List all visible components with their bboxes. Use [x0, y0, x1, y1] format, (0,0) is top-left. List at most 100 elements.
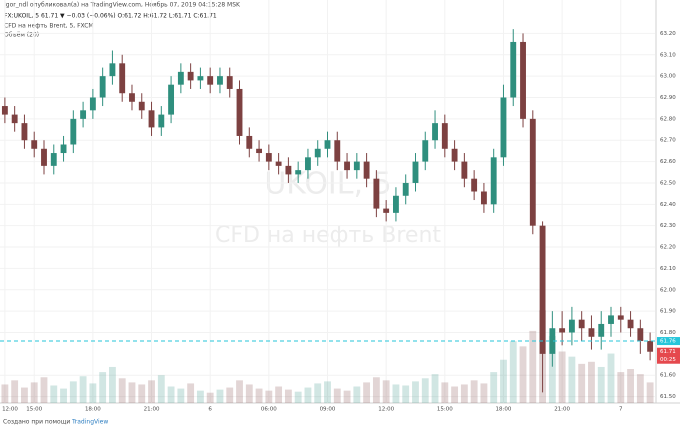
candle-body	[197, 76, 204, 81]
volume-bar	[50, 385, 58, 403]
volume-bar	[392, 384, 400, 403]
y-tick-label: 63.00	[660, 74, 676, 80]
candle-body	[598, 323, 605, 337]
candle-body	[187, 71, 194, 81]
candle-body	[529, 118, 536, 226]
candle-body	[393, 195, 399, 213]
candle-body	[119, 63, 126, 94]
last-price-label: 61.71	[660, 349, 676, 355]
volume-bar	[284, 389, 292, 403]
footer-brand[interactable]: TradingView	[71, 419, 108, 426]
volume-bar	[597, 366, 605, 403]
candle-body	[129, 93, 135, 102]
last-price-tag	[657, 347, 680, 364]
volume-bar	[353, 386, 361, 403]
candle-body	[353, 161, 360, 171]
volume-bar	[490, 372, 498, 403]
candle-body	[1, 106, 8, 115]
volume-bar	[157, 375, 165, 403]
volume-bar	[636, 374, 644, 403]
volume-bar	[402, 385, 410, 403]
candle-body	[637, 328, 644, 342]
candle-body	[148, 110, 155, 128]
price-tag	[657, 337, 680, 346]
y-tick-label: 62.70	[660, 138, 676, 144]
volume-bar	[480, 383, 488, 403]
candle-body	[539, 225, 546, 354]
volume-bar	[89, 383, 97, 403]
volume-bar	[69, 381, 77, 403]
volume-bar	[11, 380, 19, 403]
volume-bar	[128, 382, 136, 403]
volume-bar	[451, 386, 459, 403]
candle-body	[285, 165, 292, 175]
volume-bar	[265, 390, 273, 403]
x-tick-label: 6	[208, 407, 212, 413]
volume-bar	[382, 380, 390, 403]
volume-bar	[1, 384, 9, 403]
candle-body	[236, 88, 243, 136]
volume-bar	[30, 382, 38, 403]
candle-body	[226, 76, 233, 89]
volume-bar	[441, 382, 449, 403]
candle-body	[373, 178, 380, 209]
x-tick-label: 18:00	[496, 407, 512, 413]
y-tick-label: 62.00	[660, 287, 676, 293]
volume-bar	[431, 374, 439, 403]
volume-bar	[275, 386, 283, 403]
candle-body	[256, 148, 262, 154]
candle-body	[334, 140, 341, 162]
y-tick-label: 61.50	[660, 394, 676, 400]
candle-body	[217, 76, 223, 85]
volume-bar	[148, 380, 155, 403]
volume-bar	[109, 366, 116, 403]
candle-body	[99, 76, 106, 98]
candle-body	[41, 148, 47, 166]
candle-body	[549, 328, 556, 354]
watermark-subtitle: CFD на нефть Brent	[215, 223, 441, 248]
volume-bar	[245, 384, 253, 403]
volume-bar	[421, 378, 429, 403]
x-tick-label: 21:00	[144, 407, 160, 413]
y-tick-label: 63.20	[660, 31, 676, 37]
candle-body	[480, 191, 487, 205]
y-tick-label: 62.10	[660, 266, 676, 272]
candle-body	[80, 110, 87, 119]
candle-body	[207, 76, 214, 85]
candle-body	[490, 157, 497, 205]
candle-body	[559, 328, 566, 333]
volume-bar	[324, 381, 331, 403]
volume-bar	[558, 351, 566, 403]
candle-body	[138, 101, 145, 111]
volume-bar	[187, 383, 195, 403]
candle-body	[578, 319, 585, 329]
y-tick-label: 63.10	[660, 52, 676, 58]
y-tick-label: 62.80	[660, 116, 676, 122]
volume-bar	[412, 381, 419, 403]
volume-bar	[206, 392, 214, 403]
volume-bar	[363, 382, 371, 403]
volume-bar	[226, 387, 234, 403]
y-tick-label: 62.20	[660, 245, 676, 251]
volume-bar	[177, 388, 185, 403]
countdown: 00:25	[660, 357, 676, 363]
volume-bar	[255, 388, 263, 403]
candle-body	[363, 161, 370, 179]
candle-body	[177, 71, 184, 85]
volume-bar	[470, 380, 478, 403]
volume-bar	[236, 380, 243, 403]
volume-bar	[529, 330, 537, 403]
volume-bar	[99, 372, 107, 403]
candle-body	[31, 140, 38, 149]
footer: Создано при помощи	[3, 419, 70, 426]
volume-bar	[578, 363, 586, 403]
x-tick-label: 06:00	[261, 407, 277, 413]
volume-bar	[118, 378, 126, 403]
volume-bar	[460, 384, 468, 403]
volume-bar	[372, 377, 380, 403]
volume-bar	[79, 376, 87, 403]
volume-bar	[588, 361, 595, 403]
candle-body	[60, 144, 67, 154]
volume-bar	[333, 388, 341, 403]
